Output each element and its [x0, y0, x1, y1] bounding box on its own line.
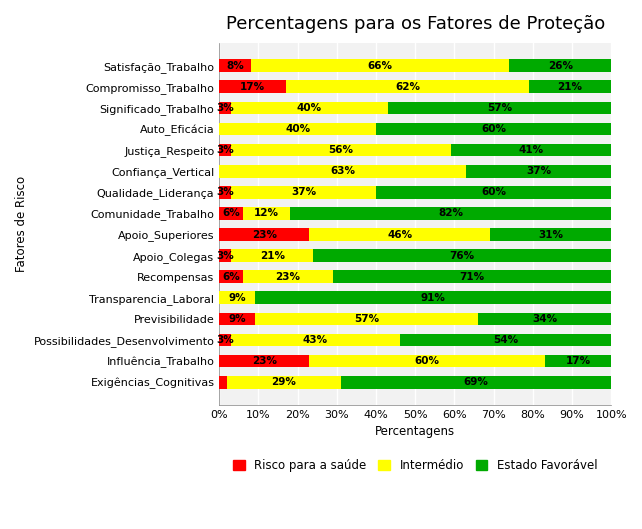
- Text: 40%: 40%: [297, 103, 322, 113]
- Bar: [220, 334, 231, 346]
- Bar: [544, 355, 611, 368]
- Bar: [220, 80, 286, 93]
- Bar: [220, 59, 250, 72]
- Text: 6%: 6%: [222, 208, 240, 218]
- Text: 54%: 54%: [493, 335, 518, 345]
- Bar: [243, 207, 290, 220]
- Bar: [333, 270, 611, 283]
- Text: 60%: 60%: [481, 124, 506, 134]
- Bar: [388, 102, 611, 114]
- Bar: [286, 80, 529, 93]
- Bar: [309, 355, 544, 368]
- Text: 23%: 23%: [252, 230, 277, 240]
- Bar: [376, 123, 611, 135]
- Text: 23%: 23%: [275, 272, 300, 282]
- Bar: [313, 249, 611, 262]
- Bar: [478, 313, 611, 325]
- Text: 29%: 29%: [272, 377, 297, 387]
- Bar: [231, 186, 376, 198]
- Text: 37%: 37%: [526, 166, 551, 176]
- Text: 63%: 63%: [330, 166, 355, 176]
- Text: 57%: 57%: [487, 103, 512, 113]
- Text: 71%: 71%: [460, 272, 485, 282]
- Bar: [220, 123, 376, 135]
- Text: 9%: 9%: [228, 293, 246, 303]
- Text: 56%: 56%: [328, 145, 353, 155]
- Text: 43%: 43%: [303, 335, 328, 345]
- Text: 41%: 41%: [518, 145, 543, 155]
- X-axis label: Percentagens: Percentagens: [375, 425, 455, 439]
- Bar: [529, 80, 611, 93]
- Legend: Risco para a saúde, Intermédio, Estado Favorável: Risco para a saúde, Intermédio, Estado F…: [228, 454, 602, 477]
- Bar: [290, 207, 611, 220]
- Text: 57%: 57%: [354, 314, 379, 324]
- Text: 3%: 3%: [216, 145, 234, 155]
- Bar: [231, 102, 388, 114]
- Text: 12%: 12%: [254, 208, 279, 218]
- Text: 26%: 26%: [548, 61, 573, 71]
- Bar: [231, 144, 451, 157]
- Bar: [227, 376, 341, 389]
- Text: 21%: 21%: [557, 82, 582, 92]
- Bar: [255, 313, 478, 325]
- Bar: [220, 355, 309, 368]
- Bar: [220, 165, 466, 178]
- Y-axis label: Fatores de Risco: Fatores de Risco: [15, 176, 28, 272]
- Bar: [220, 144, 231, 157]
- Text: 91%: 91%: [421, 293, 446, 303]
- Bar: [220, 270, 243, 283]
- Text: 37%: 37%: [291, 187, 316, 197]
- Title: Percentagens para os Fatores de Proteção: Percentagens para os Fatores de Proteção: [225, 15, 605, 33]
- Text: 69%: 69%: [464, 377, 489, 387]
- Bar: [220, 313, 255, 325]
- Text: 23%: 23%: [252, 356, 277, 366]
- Text: 3%: 3%: [216, 103, 234, 113]
- Bar: [220, 228, 309, 241]
- Text: 62%: 62%: [395, 82, 420, 92]
- Bar: [220, 186, 231, 198]
- Bar: [220, 291, 255, 304]
- Text: 31%: 31%: [538, 230, 563, 240]
- Bar: [309, 228, 490, 241]
- Bar: [509, 59, 611, 72]
- Bar: [255, 291, 611, 304]
- Text: 76%: 76%: [449, 251, 475, 261]
- Bar: [220, 376, 227, 389]
- Text: 66%: 66%: [367, 61, 392, 71]
- Bar: [231, 334, 399, 346]
- Text: 21%: 21%: [260, 251, 284, 261]
- Text: 60%: 60%: [481, 187, 506, 197]
- Text: 9%: 9%: [228, 314, 246, 324]
- Bar: [250, 59, 509, 72]
- Bar: [399, 334, 611, 346]
- Text: 40%: 40%: [285, 124, 310, 134]
- Text: 8%: 8%: [226, 61, 244, 71]
- Text: 60%: 60%: [415, 356, 440, 366]
- Text: 3%: 3%: [216, 187, 234, 197]
- Bar: [220, 249, 231, 262]
- Text: 3%: 3%: [216, 335, 234, 345]
- Text: 82%: 82%: [438, 208, 463, 218]
- Bar: [451, 144, 611, 157]
- Bar: [376, 186, 611, 198]
- Text: 3%: 3%: [216, 251, 234, 261]
- Bar: [220, 207, 243, 220]
- Bar: [231, 249, 313, 262]
- Text: 17%: 17%: [566, 356, 591, 366]
- Text: 6%: 6%: [222, 272, 240, 282]
- Bar: [243, 270, 333, 283]
- Bar: [490, 228, 611, 241]
- Bar: [220, 102, 231, 114]
- Text: 34%: 34%: [532, 314, 557, 324]
- Bar: [466, 165, 611, 178]
- Text: 17%: 17%: [240, 82, 265, 92]
- Text: 46%: 46%: [387, 230, 412, 240]
- Bar: [341, 376, 611, 389]
